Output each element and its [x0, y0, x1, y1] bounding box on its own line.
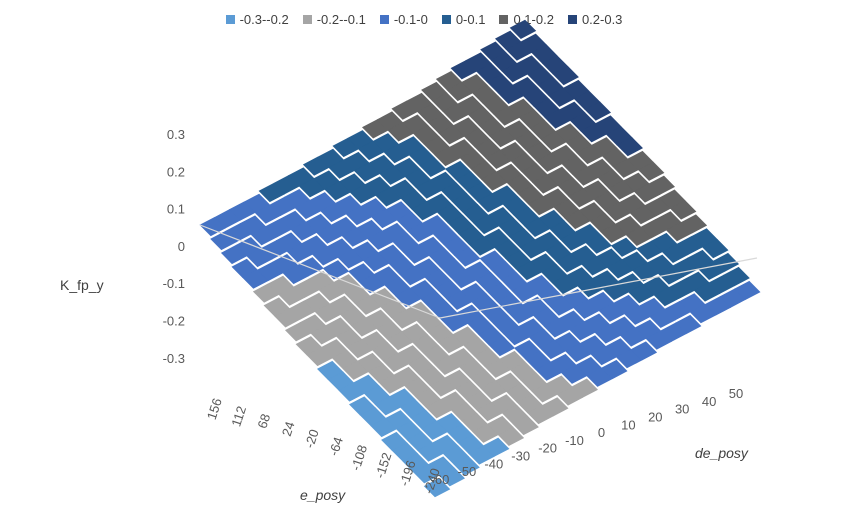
legend-item: 0-0.1	[441, 12, 486, 27]
z-tick-label: -0.2	[163, 314, 185, 329]
surface-cell	[734, 280, 761, 301]
legend-item: -0.2--0.1	[302, 12, 366, 27]
legend-swatch	[379, 15, 389, 24]
legend-label: 0.2-0.3	[581, 12, 623, 27]
surface-cell	[419, 157, 446, 177]
y-tick-label: -108	[348, 443, 370, 472]
surface-cell	[610, 237, 638, 257]
legend-swatch	[225, 15, 235, 24]
surface-cell	[648, 175, 675, 195]
surface-cell	[702, 239, 729, 259]
floor-edge-right	[439, 257, 758, 319]
surface-cell	[542, 397, 569, 417]
chart-legend: -0.3--0.2 -0.2--0.1 -0.1-0 0-0.1 0.1-0.2 0.2-…	[0, 12, 848, 27]
x-tick-label: -60	[431, 472, 450, 487]
legend-item: -0.1-0	[379, 12, 428, 27]
x-tick-label: 50	[729, 386, 743, 401]
x-tick-label: 20	[648, 410, 662, 425]
legend-label: -0.1-0	[393, 12, 428, 27]
surface-cell	[454, 247, 481, 267]
surface-cell	[637, 161, 665, 181]
surface-cell	[571, 378, 598, 398]
x-tick-label: 0	[598, 425, 605, 440]
surface-cell	[675, 314, 702, 335]
surface-cell	[423, 478, 451, 498]
x-tick-label: 10	[621, 417, 635, 432]
surface-cell	[482, 437, 510, 457]
y-tick-label: -152	[372, 451, 394, 480]
y-tick-label: 112	[228, 404, 249, 428]
legend-item: -0.3--0.2	[225, 12, 289, 27]
z-tick-label: 0	[178, 239, 185, 254]
y-tick-label: 68	[255, 412, 274, 430]
floor-edge-left	[199, 224, 441, 319]
legend-swatch	[567, 15, 577, 24]
surface-cell	[322, 260, 350, 280]
surface-cell	[616, 136, 643, 157]
x-tick-label: -30	[511, 449, 530, 464]
surface-cell	[438, 467, 465, 487]
floor-layer	[199, 224, 758, 319]
x-tick-label: -40	[484, 456, 503, 471]
surface-cell	[453, 456, 480, 476]
surface-cell	[670, 200, 697, 220]
x-tick-label: -20	[538, 441, 557, 456]
surface-cell	[584, 101, 611, 121]
x-tick-label: 30	[675, 402, 689, 417]
legend-label: -0.3--0.2	[239, 12, 289, 27]
z-tick-labels: 0.3 0.2 0.1 0 -0.1 -0.2 -0.3	[163, 127, 185, 366]
surface-cell	[488, 336, 515, 357]
y-tick-label: -196	[396, 458, 418, 487]
z-tick-label: 0.2	[167, 164, 185, 179]
y-tick-label: 156	[204, 396, 225, 421]
surface-cell	[601, 359, 628, 380]
legend-item: 0.2-0.3	[567, 12, 623, 27]
surface-cell	[630, 341, 658, 361]
surface-cell	[512, 415, 539, 436]
y-tick-label: 24	[279, 420, 298, 438]
surface-cell	[497, 426, 525, 446]
z-tick-label: -0.3	[163, 351, 185, 366]
legend-label: -0.2--0.1	[316, 12, 366, 27]
surface-cell	[552, 65, 579, 86]
surface-cell	[509, 19, 537, 39]
surface-cell	[723, 266, 750, 287]
surface-cell	[585, 234, 612, 254]
y-tick-label: -64	[326, 435, 346, 458]
z-tick-label: 0.3	[167, 127, 185, 142]
x-tick-label: -10	[565, 433, 584, 448]
x-tick-label: -50	[458, 464, 477, 479]
legend-swatch	[499, 15, 509, 24]
legend-label: 0-0.1	[455, 12, 486, 27]
surface-layer	[199, 19, 761, 498]
z-tick-label: -0.1	[163, 276, 185, 291]
legend-swatch	[302, 15, 312, 24]
z-axis-title: K_fp_y	[60, 277, 104, 293]
x-axis-title: de_posy	[695, 445, 749, 461]
legend-swatch	[441, 15, 451, 24]
y-tick-label: -20	[302, 427, 322, 450]
surface-cell	[680, 214, 708, 234]
x-tick-label: 40	[702, 394, 716, 409]
surface-cell	[712, 252, 740, 273]
x-tick-labels: -60 -50 -40 -30 -20 -10 0 10 20 30 40 50	[431, 386, 744, 487]
y-axis-title: e_posy	[300, 487, 346, 503]
z-tick-label: 0.1	[167, 202, 185, 217]
